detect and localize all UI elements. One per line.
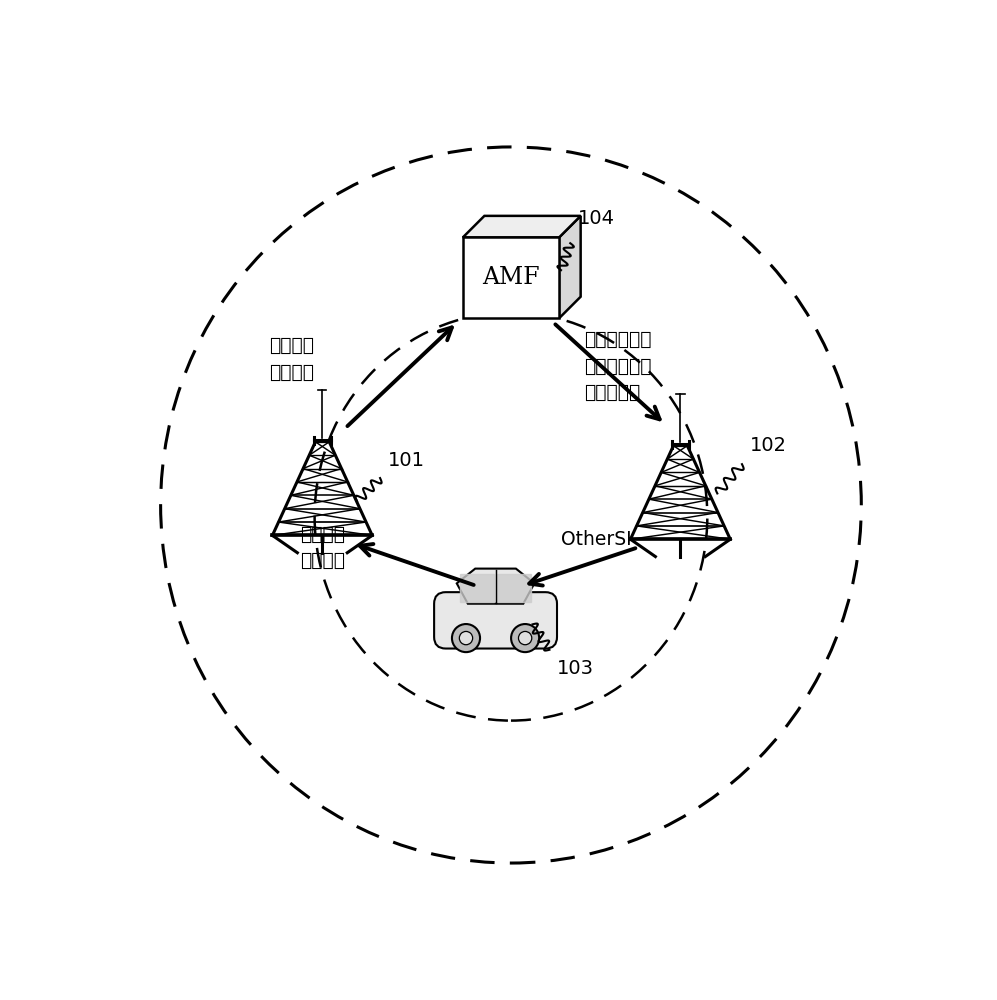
Text: 第二更新数据
消息或第三更
性数据消息: 第二更新数据 消息或第三更 性数据消息 xyxy=(584,330,652,402)
Text: 101: 101 xyxy=(388,451,425,470)
Bar xyxy=(463,237,559,318)
Polygon shape xyxy=(461,574,494,602)
Text: 102: 102 xyxy=(750,436,787,455)
Text: OtherSI: OtherSI xyxy=(561,530,632,549)
Text: 104: 104 xyxy=(578,209,615,228)
Text: 系统信息
请求消息: 系统信息 请求消息 xyxy=(300,525,345,570)
Circle shape xyxy=(460,631,473,645)
Polygon shape xyxy=(498,574,530,602)
Text: 103: 103 xyxy=(557,659,594,678)
Circle shape xyxy=(452,624,480,652)
FancyArrowPatch shape xyxy=(529,548,635,586)
Polygon shape xyxy=(457,569,534,604)
FancyArrowPatch shape xyxy=(360,544,474,585)
Polygon shape xyxy=(463,216,580,237)
FancyBboxPatch shape xyxy=(434,592,557,649)
FancyArrowPatch shape xyxy=(347,327,452,426)
Circle shape xyxy=(518,631,531,645)
Text: 第二更新
数据消息: 第二更新 数据消息 xyxy=(269,336,314,381)
FancyArrowPatch shape xyxy=(555,324,660,419)
Polygon shape xyxy=(559,216,580,318)
Text: AMF: AMF xyxy=(483,266,539,289)
Circle shape xyxy=(511,624,539,652)
